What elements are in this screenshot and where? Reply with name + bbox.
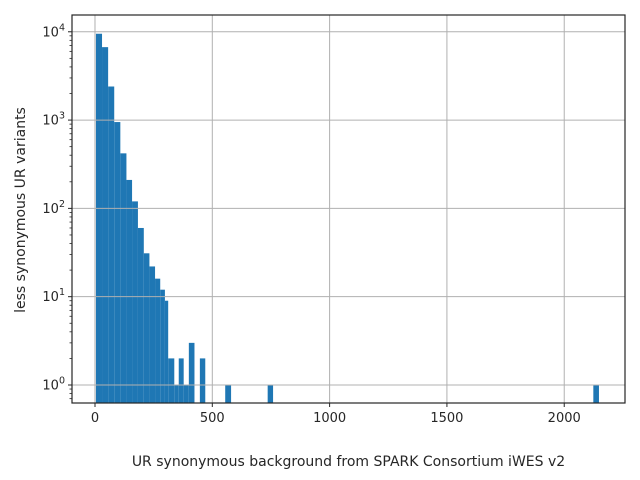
- histogram-bar: [178, 358, 184, 403]
- x-tick-label: 1000: [313, 411, 346, 426]
- tick-marks: [68, 31, 565, 407]
- histogram-bar: [160, 289, 165, 403]
- histogram-bar: [199, 358, 206, 403]
- y-tick-label: 102: [42, 199, 65, 217]
- histogram-bar: [168, 358, 175, 403]
- histogram-bars: [95, 33, 599, 404]
- grid-lines: [72, 15, 625, 403]
- histogram-bar: [132, 201, 138, 403]
- y-tick-label: 103: [42, 111, 65, 129]
- tick-labels: 0 500 1000 1500 2000 100 101 102 103 104: [42, 22, 580, 426]
- histogram-bar: [225, 384, 232, 403]
- histogram-bar: [108, 86, 115, 403]
- x-tick-label: 2000: [548, 411, 581, 426]
- x-tick-label: 500: [200, 411, 225, 426]
- x-tick-label: 1500: [430, 411, 463, 426]
- histogram-bar: [593, 384, 599, 403]
- histogram-bar: [126, 179, 133, 403]
- histogram-bar: [137, 227, 144, 403]
- histogram-bar: [188, 342, 195, 403]
- y-axis-label: less synonymous UR variants: [13, 107, 29, 313]
- histogram-bar: [143, 253, 150, 403]
- plot-border: [71, 14, 626, 404]
- histogram-bar: [267, 384, 274, 403]
- histogram-bar: [114, 122, 121, 404]
- y-tick-label: 101: [42, 287, 65, 305]
- histogram-bar: [155, 278, 161, 403]
- histogram-bar: [95, 33, 103, 404]
- histogram-bar: [164, 300, 169, 403]
- histogram-bar: [102, 47, 109, 403]
- y-tick-label: 104: [42, 22, 65, 40]
- histogram-bar: [183, 384, 189, 403]
- histogram-bar: [149, 266, 156, 403]
- y-tick-label: 100: [42, 375, 65, 393]
- histogram-bar: [120, 153, 127, 403]
- x-tick-label: 0: [91, 411, 99, 426]
- histogram-bar: [174, 384, 179, 403]
- x-axis-label: UR synonymous background from SPARK Cons…: [131, 454, 566, 470]
